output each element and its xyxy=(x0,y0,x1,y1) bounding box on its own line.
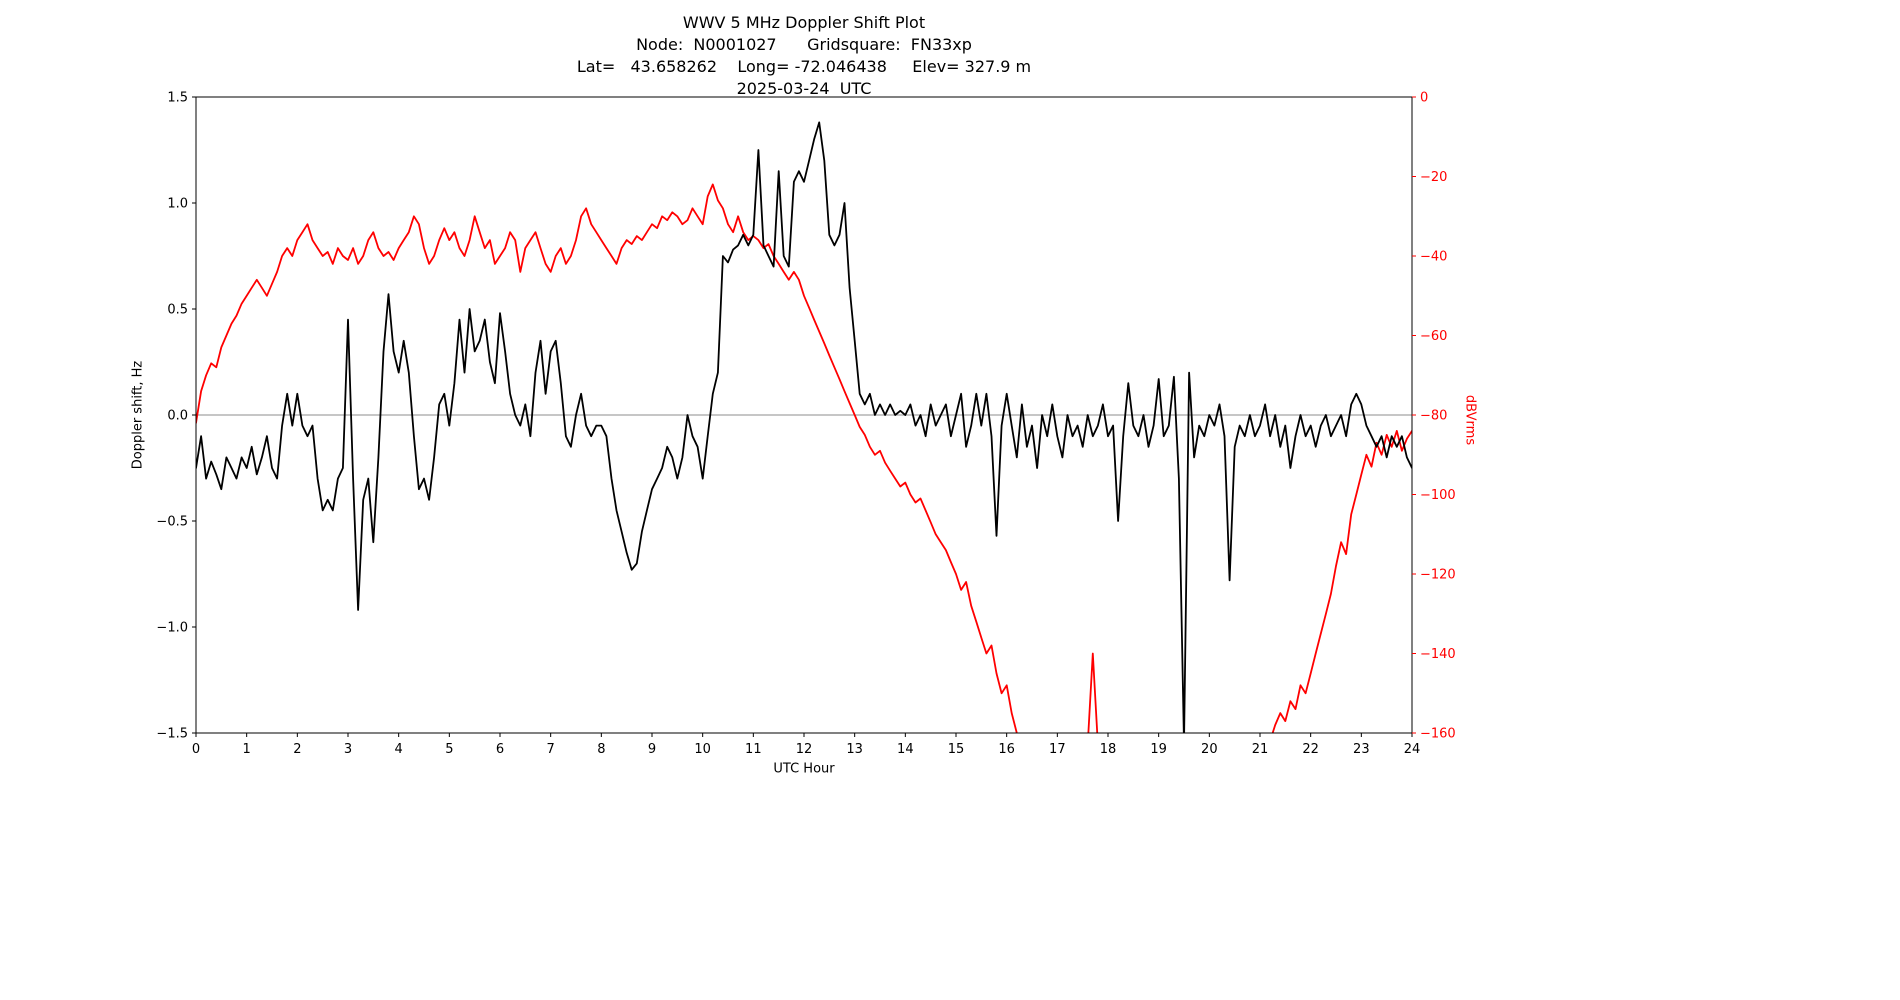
x-tick-label: 5 xyxy=(445,742,453,757)
title-block: WWV 5 MHz Doppler Shift Plot Node: N0001… xyxy=(196,12,1412,100)
x-tick-label: 23 xyxy=(1353,742,1370,757)
x-tick-label: 3 xyxy=(344,742,352,757)
y-right-tick-label: −100 xyxy=(1420,488,1456,503)
x-tick-label: 19 xyxy=(1150,742,1167,757)
x-tick-label: 6 xyxy=(496,742,504,757)
x-tick-label: 20 xyxy=(1201,742,1218,757)
dbvrms-line xyxy=(196,183,1412,733)
y-left-tick-label: −1.0 xyxy=(156,621,188,636)
date-subtitle: 2025-03-24 UTC xyxy=(736,79,872,98)
y-left-tick-label: 0.5 xyxy=(167,303,188,318)
x-tick-label: 24 xyxy=(1404,742,1421,757)
x-tick-label: 21 xyxy=(1252,742,1269,757)
x-tick-label: 10 xyxy=(694,742,711,757)
x-tick-label: 22 xyxy=(1302,742,1319,757)
y-left-tick-label: −0.5 xyxy=(156,515,188,530)
y-left-tick-label: 1.0 xyxy=(167,197,188,212)
x-tick-label: 2 xyxy=(293,742,301,757)
y-right-tick-label: −80 xyxy=(1420,409,1447,424)
x-tick-label: 11 xyxy=(745,742,762,757)
x-tick-label: 14 xyxy=(897,742,914,757)
x-tick-label: 9 xyxy=(648,742,656,757)
y-right-tick-label: −20 xyxy=(1420,170,1447,185)
x-tick-label: 4 xyxy=(395,742,403,757)
x-tick-label: 0 xyxy=(192,742,200,757)
lat-long-elev-subtitle: Lat= 43.658262 Long= -72.046438 Elev= 32… xyxy=(576,57,1032,76)
doppler-shift-line xyxy=(196,121,1412,733)
x-tick-label: 18 xyxy=(1100,742,1117,757)
y-right-tick-label: −40 xyxy=(1420,250,1447,265)
y-left-tick-label: −1.5 xyxy=(156,727,188,742)
x-tick-label: 8 xyxy=(597,742,605,757)
chart-title: WWV 5 MHz Doppler Shift Plot xyxy=(682,13,926,32)
y-right-tick-label: 0 xyxy=(1420,91,1428,106)
x-tick-label: 15 xyxy=(948,742,965,757)
x-tick-label: 16 xyxy=(998,742,1015,757)
node-gridsquare-subtitle: Node: N0001027 Gridsquare: FN33xp xyxy=(636,35,972,54)
x-axis-label: UTC Hour xyxy=(773,761,835,777)
y-right-tick-label: −60 xyxy=(1420,329,1447,344)
x-tick-label: 13 xyxy=(846,742,863,757)
y-right-tick-label: −120 xyxy=(1420,568,1456,583)
y-left-tick-label: 1.5 xyxy=(167,91,188,106)
y-left-tick-label: 0.0 xyxy=(167,409,188,424)
x-tick-label: 12 xyxy=(796,742,813,757)
x-tick-label: 7 xyxy=(547,742,555,757)
x-tick-label: 1 xyxy=(243,742,251,757)
x-tick-label: 17 xyxy=(1049,742,1066,757)
y-right-tick-label: −140 xyxy=(1420,647,1456,662)
y-right-tick-label: −160 xyxy=(1420,727,1456,742)
